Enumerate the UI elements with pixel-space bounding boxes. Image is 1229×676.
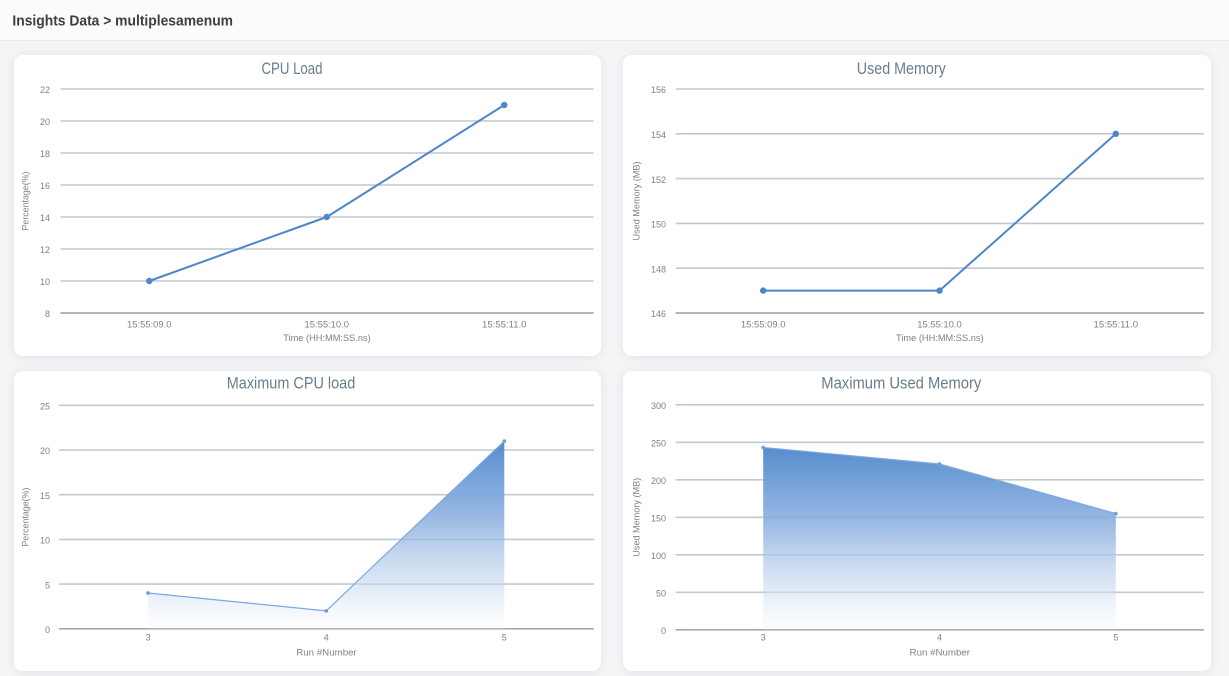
svg-text:Maximum CPU load: Maximum CPU load bbox=[227, 374, 356, 392]
svg-text:0: 0 bbox=[45, 625, 50, 635]
svg-text:146: 146 bbox=[651, 309, 666, 319]
svg-text:Run #Number: Run #Number bbox=[910, 647, 971, 657]
svg-text:154: 154 bbox=[651, 130, 666, 140]
svg-text:156: 156 bbox=[651, 85, 666, 95]
svg-text:50: 50 bbox=[656, 588, 666, 598]
svg-text:22: 22 bbox=[40, 85, 50, 95]
svg-text:150: 150 bbox=[651, 513, 666, 523]
svg-text:10: 10 bbox=[40, 277, 50, 287]
svg-text:Used Memory (MB): Used Memory (MB) bbox=[632, 162, 642, 241]
svg-text:Used Memory (MB): Used Memory (MB) bbox=[632, 477, 642, 556]
svg-text:Time (HH:MM:SS.ns): Time (HH:MM:SS.ns) bbox=[283, 333, 371, 343]
svg-text:Insights Data > multiplesamenu: Insights Data > multiplesamenum bbox=[12, 13, 233, 30]
svg-text:Time (HH:MM:SS.ns): Time (HH:MM:SS.ns) bbox=[896, 333, 984, 343]
svg-text:Run #Number: Run #Number bbox=[296, 647, 357, 657]
svg-text:15:55:10.0: 15:55:10.0 bbox=[305, 320, 350, 330]
svg-text:15:55:11.0: 15:55:11.0 bbox=[1094, 320, 1139, 330]
svg-text:3: 3 bbox=[761, 632, 766, 642]
svg-text:200: 200 bbox=[651, 476, 666, 486]
svg-text:15:55:09.0: 15:55:09.0 bbox=[127, 320, 172, 330]
svg-text:20: 20 bbox=[40, 446, 50, 456]
svg-text:12: 12 bbox=[40, 245, 50, 255]
svg-text:15:55:10.0: 15:55:10.0 bbox=[917, 320, 962, 330]
svg-text:CPU Load: CPU Load bbox=[262, 60, 323, 78]
svg-text:15: 15 bbox=[40, 490, 50, 500]
svg-text:14: 14 bbox=[40, 213, 50, 223]
svg-text:15:55:11.0: 15:55:11.0 bbox=[482, 320, 527, 330]
svg-text:8: 8 bbox=[45, 309, 50, 319]
svg-text:20: 20 bbox=[40, 117, 50, 127]
svg-text:148: 148 bbox=[651, 264, 666, 274]
svg-text:Used Memory: Used Memory bbox=[857, 60, 947, 78]
svg-text:Percentage(%): Percentage(%) bbox=[21, 487, 31, 546]
svg-text:15:55:09.0: 15:55:09.0 bbox=[741, 320, 786, 330]
svg-text:100: 100 bbox=[651, 551, 666, 561]
svg-text:300: 300 bbox=[651, 401, 666, 411]
svg-text:4: 4 bbox=[324, 632, 329, 642]
svg-text:5: 5 bbox=[45, 580, 50, 590]
svg-text:3: 3 bbox=[146, 632, 151, 642]
svg-text:4: 4 bbox=[937, 632, 942, 642]
svg-text:250: 250 bbox=[651, 438, 666, 448]
svg-text:150: 150 bbox=[651, 220, 666, 230]
svg-text:18: 18 bbox=[40, 149, 50, 159]
svg-text:5: 5 bbox=[502, 632, 507, 642]
svg-text:152: 152 bbox=[651, 175, 666, 185]
svg-text:5: 5 bbox=[1113, 632, 1118, 642]
svg-text:Maximum Used Memory: Maximum Used Memory bbox=[821, 374, 982, 392]
svg-text:10: 10 bbox=[40, 535, 50, 545]
svg-text:16: 16 bbox=[40, 181, 50, 191]
svg-text:0: 0 bbox=[661, 626, 666, 636]
svg-text:25: 25 bbox=[40, 401, 50, 411]
svg-text:Percentage(%): Percentage(%) bbox=[21, 171, 31, 230]
